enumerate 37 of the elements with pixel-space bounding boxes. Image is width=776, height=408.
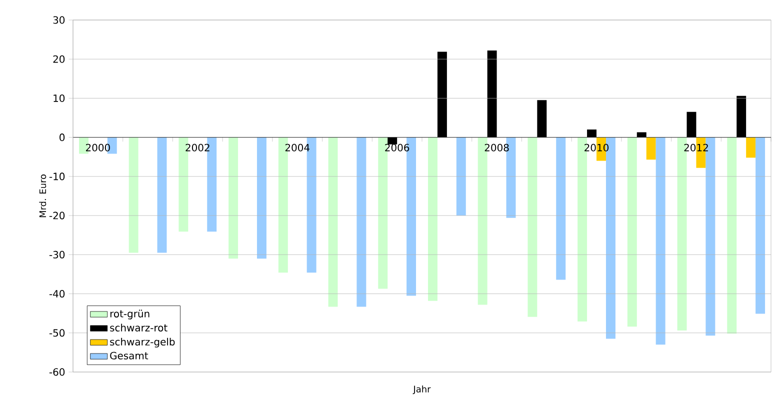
bar: [356, 137, 366, 307]
bar: [727, 137, 737, 334]
bar: [228, 137, 238, 259]
y-tick-label: -20: [49, 212, 65, 220]
y-tick-label: 20: [53, 55, 65, 63]
bar: [746, 137, 756, 158]
bar: [646, 137, 656, 160]
x-axis-title: Jahr: [412, 386, 431, 394]
y-tick-label: -50: [49, 329, 65, 337]
y-tick-label: 30: [53, 16, 65, 24]
bar: [157, 137, 167, 253]
legend-label: Gesamt: [110, 352, 148, 360]
y-tick-label: -40: [49, 290, 65, 298]
bar: [627, 137, 637, 327]
x-tick-label: 2004: [285, 144, 310, 152]
y-axis-title: Mrd. Euro: [39, 174, 46, 218]
bar: [456, 137, 466, 216]
x-tick-label: 2000: [86, 144, 110, 152]
bar: [328, 137, 338, 307]
bar: [128, 137, 138, 253]
legend-label: rot-grün: [110, 310, 150, 320]
x-tick-label: 2002: [186, 144, 210, 152]
x-tick-label: 2008: [484, 144, 509, 152]
bar: [428, 137, 438, 301]
legend-label: schwarz-gelb: [110, 338, 175, 348]
bar: [256, 137, 266, 259]
y-tick-label: 0: [60, 134, 65, 142]
bar: [756, 137, 766, 314]
legend-label: schwarz-rot: [110, 324, 168, 332]
bar: [556, 137, 566, 280]
bar: [656, 137, 666, 345]
bar: [528, 137, 538, 317]
y-tick-label: -10: [49, 172, 65, 180]
y-tick-label: -30: [49, 250, 65, 258]
y-tick-label: -60: [49, 368, 65, 376]
x-tick-label: 2006: [385, 144, 410, 152]
y-tick-label: 10: [54, 94, 65, 102]
